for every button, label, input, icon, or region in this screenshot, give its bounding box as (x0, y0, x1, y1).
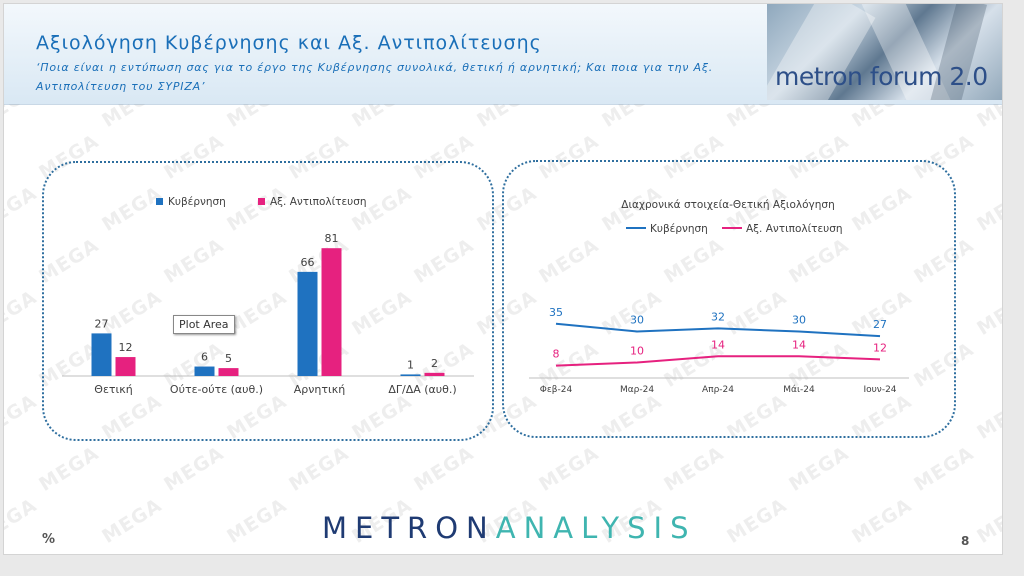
logo-text: metron forum 2.0 (775, 62, 988, 91)
page-subtitle: ‘Ποια είναι η εντύπωση σας για το έργο τ… (36, 61, 714, 93)
line-category-label: Απρ-24 (702, 385, 734, 395)
bar-data-label: 66 (301, 256, 315, 269)
line-series (555, 322, 881, 338)
bar-data-label: 5 (225, 352, 232, 365)
bar-category-label: Ούτε-ούτε (αυθ.) (170, 383, 263, 396)
bar-legend-swatch (258, 198, 265, 205)
page-number: 8 (961, 534, 970, 548)
brand-part-analysis: ANALYSIS (495, 511, 697, 545)
bar (218, 368, 239, 376)
bar-data-label: 6 (201, 351, 208, 364)
line-series (555, 355, 881, 367)
bar (194, 366, 215, 376)
slide: Αξιολόγηση Κυβέρνησης και Αξ. Αντιπολίτε… (3, 3, 1003, 555)
line-data-label: 14 (792, 338, 806, 351)
line-data-label: 12 (873, 341, 887, 354)
line-category-label: Φεβ-24 (540, 385, 573, 395)
line-data-label: 14 (711, 338, 725, 351)
brand-part-metron: METRON (322, 511, 496, 545)
line-chart-title: Διαχρονικά στοιχεία-Θετική Αξιολόγηση (621, 199, 834, 211)
line-data-label: 35 (549, 306, 563, 319)
bar (424, 372, 445, 376)
line-chart-panel (502, 160, 956, 438)
plot-area-tooltip: Plot Area (173, 315, 235, 334)
bar-data-label: 2 (431, 357, 438, 370)
line-data-label: 32 (711, 310, 725, 323)
line-data-label: 8 (553, 348, 560, 361)
bar (321, 248, 342, 376)
bar-chart-panel (42, 161, 494, 441)
bar (115, 357, 136, 376)
page-title: Αξιολόγηση Κυβέρνησης και Αξ. Αντιπολίτε… (36, 32, 542, 54)
bar-data-label: 1 (407, 358, 414, 371)
line-data-label: 30 (630, 314, 644, 327)
line-legend-label: Αξ. Αντιπολίτευση (746, 223, 843, 235)
bar-data-label: 12 (119, 341, 133, 354)
bar-category-label: ΔΓ/ΔΑ (αυθ.) (388, 383, 456, 396)
line-category-label: Ιουν-24 (863, 385, 896, 395)
line-data-label: 27 (873, 318, 887, 331)
bar-legend-label: Κυβέρνηση (168, 196, 226, 208)
bar-legend-swatch (156, 198, 163, 205)
line-legend-label: Κυβέρνηση (650, 223, 708, 235)
metron-analysis-logo: METRONANALYSIS (322, 511, 697, 545)
bar (400, 374, 421, 376)
line-data-label: 30 (792, 314, 806, 327)
bar-category-label: Θετική (94, 383, 132, 396)
line-data-label: 10 (630, 345, 644, 358)
unit-label: % (42, 532, 56, 547)
bar-data-label: 81 (325, 232, 339, 245)
metron-forum-logo: metron forum 2.0 (767, 4, 1002, 100)
bar (297, 271, 318, 376)
line-category-label: Μάι-24 (783, 385, 815, 395)
bar-category-label: Αρνητική (294, 383, 345, 396)
header-banner: Αξιολόγηση Κυβέρνησης και Αξ. Αντιπολίτε… (4, 4, 1002, 105)
bar-data-label: 27 (95, 317, 109, 330)
line-category-label: Μαρ-24 (620, 385, 654, 395)
bar (91, 333, 112, 376)
bar-legend-label: Αξ. Αντιπολίτευση (270, 196, 367, 208)
